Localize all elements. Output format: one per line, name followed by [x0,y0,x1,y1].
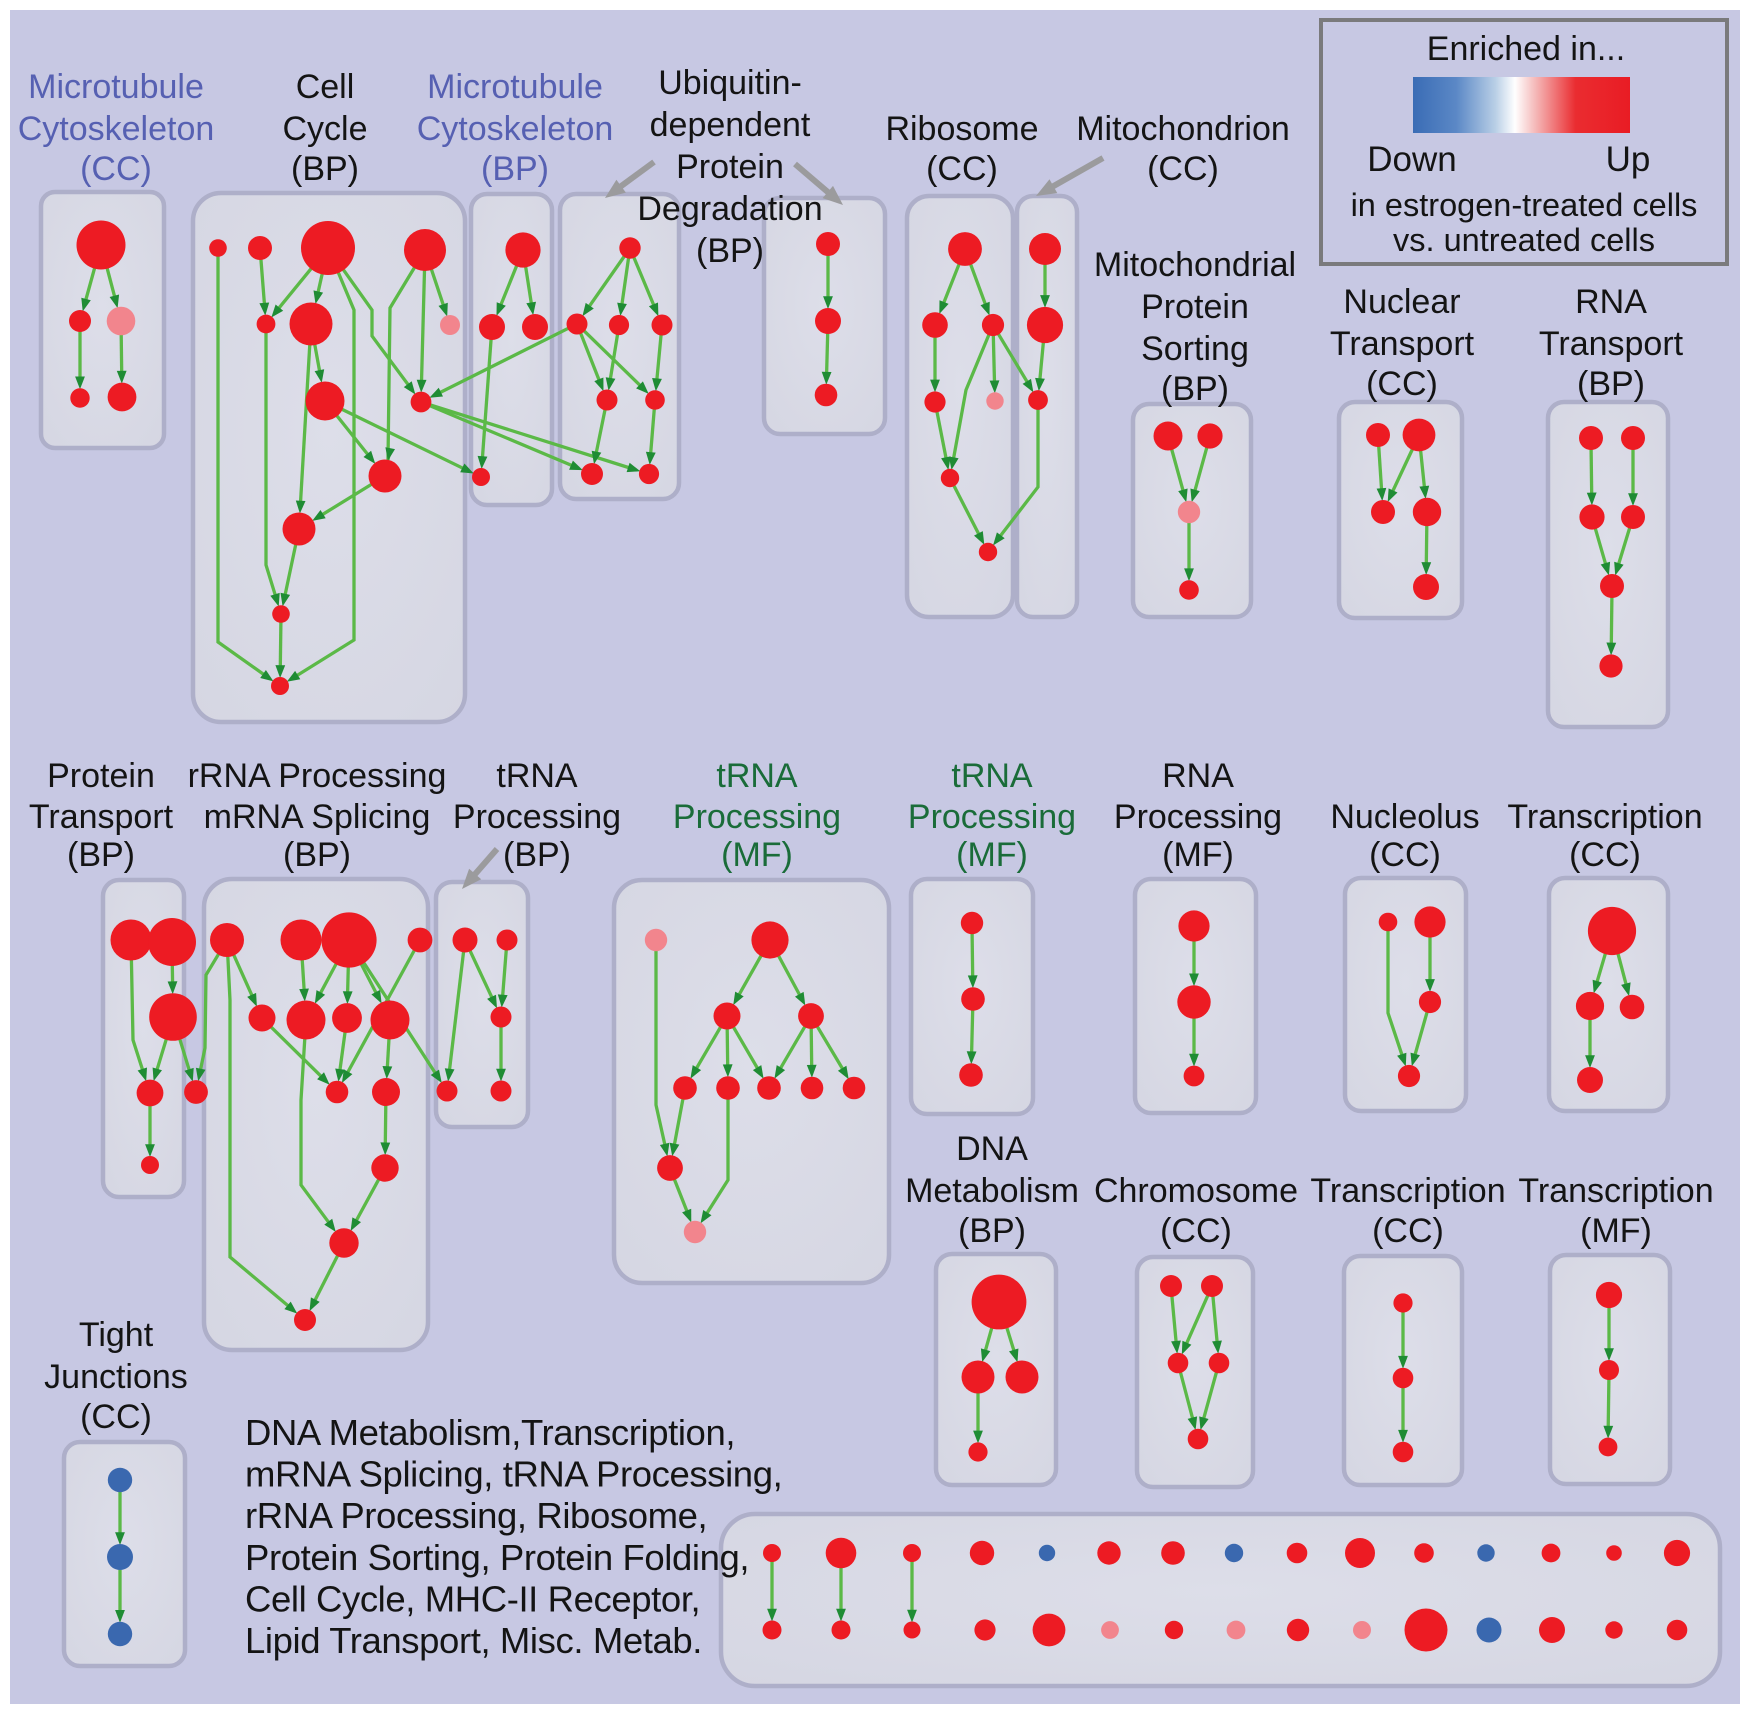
svg-text:Protein: Protein [47,757,155,795]
svg-text:Transcription: Transcription [1507,798,1702,836]
svg-text:Cytoskeleton: Cytoskeleton [18,110,215,148]
svg-text:Ribosome: Ribosome [885,110,1038,148]
svg-text:Degradation: Degradation [637,190,822,228]
svg-text:(BP): (BP) [1161,370,1229,408]
svg-text:(MF): (MF) [1162,836,1234,874]
svg-text:(BP): (BP) [291,150,359,188]
svg-text:(BP): (BP) [503,836,571,874]
svg-text:(CC): (CC) [80,150,152,188]
svg-text:Transcription: Transcription [1518,1172,1713,1210]
svg-text:(CC): (CC) [1366,365,1438,403]
svg-text:(CC): (CC) [1160,1212,1232,1250]
svg-text:RNA: RNA [1162,757,1234,795]
svg-text:Protein: Protein [1141,288,1249,326]
svg-text:Protein Sorting, Protein Foldi: Protein Sorting, Protein Folding, [245,1537,749,1578]
svg-text:DNA: DNA [956,1130,1028,1168]
svg-text:(BP): (BP) [481,150,549,188]
svg-text:dependent: dependent [650,106,811,144]
svg-text:Processing: Processing [453,798,621,836]
svg-text:Transport: Transport [1539,325,1684,363]
svg-text:Cycle: Cycle [282,110,367,148]
svg-text:Mitochondrial: Mitochondrial [1094,246,1296,284]
svg-text:(CC): (CC) [1369,836,1441,874]
svg-text:Processing: Processing [673,798,841,836]
svg-text:Cell: Cell [296,68,355,106]
svg-text:Microtubule: Microtubule [427,68,603,106]
svg-text:(CC): (CC) [80,1398,152,1436]
svg-text:rRNA Processing: rRNA Processing [188,757,447,795]
svg-text:(BP): (BP) [696,232,764,270]
svg-text:in estrogen-treated cells: in estrogen-treated cells [1351,187,1698,223]
svg-text:Sorting: Sorting [1141,330,1249,368]
svg-text:vs. untreated cells: vs. untreated cells [1393,222,1655,258]
svg-text:mRNA Splicing, tRNA Processing: mRNA Splicing, tRNA Processing, [245,1454,782,1495]
svg-text:(MF): (MF) [721,836,793,874]
svg-text:Transport: Transport [29,798,174,836]
svg-text:tRNA: tRNA [496,757,578,795]
svg-text:(MF): (MF) [956,836,1028,874]
svg-text:Ubiquitin-: Ubiquitin- [658,64,802,102]
svg-text:Processing: Processing [908,798,1076,836]
svg-text:Chromosome: Chromosome [1094,1172,1298,1210]
svg-text:(CC): (CC) [926,150,998,188]
svg-text:(BP): (BP) [283,836,351,874]
svg-text:Mitochondrion: Mitochondrion [1076,110,1290,148]
svg-text:Down: Down [1367,140,1456,179]
svg-text:Up: Up [1606,140,1651,179]
svg-text:RNA: RNA [1575,283,1647,321]
svg-text:Protein: Protein [676,148,784,186]
svg-text:Processing: Processing [1114,798,1282,836]
svg-text:(BP): (BP) [958,1212,1026,1250]
svg-text:Junctions: Junctions [44,1358,188,1396]
svg-text:(CC): (CC) [1372,1212,1444,1250]
svg-text:DNA Metabolism,Transcription,: DNA Metabolism,Transcription, [245,1412,735,1453]
svg-text:Nucleolus: Nucleolus [1330,798,1479,836]
svg-text:tRNA: tRNA [951,757,1033,795]
svg-text:(BP): (BP) [67,836,135,874]
svg-text:Cell Cycle, MHC-II Receptor,: Cell Cycle, MHC-II Receptor, [245,1578,700,1619]
svg-text:Nuclear: Nuclear [1343,283,1460,321]
svg-text:rRNA Processing, Ribosome,: rRNA Processing, Ribosome, [245,1495,707,1536]
svg-text:Microtubule: Microtubule [28,68,204,106]
svg-text:(MF): (MF) [1580,1212,1652,1250]
svg-text:Tight: Tight [79,1316,154,1354]
svg-text:Transcription: Transcription [1310,1172,1505,1210]
svg-text:Metabolism: Metabolism [905,1172,1079,1210]
svg-text:(BP): (BP) [1577,365,1645,403]
svg-text:Enriched in...: Enriched in... [1427,30,1625,68]
svg-text:Lipid Transport, Misc. Metab.: Lipid Transport, Misc. Metab. [245,1620,702,1661]
svg-text:Cytoskeleton: Cytoskeleton [417,110,614,148]
svg-text:(CC): (CC) [1147,150,1219,188]
svg-text:(CC): (CC) [1569,836,1641,874]
svg-text:mRNA Splicing: mRNA Splicing [204,798,431,836]
svg-text:tRNA: tRNA [716,757,798,795]
svg-text:Transport: Transport [1330,325,1475,363]
